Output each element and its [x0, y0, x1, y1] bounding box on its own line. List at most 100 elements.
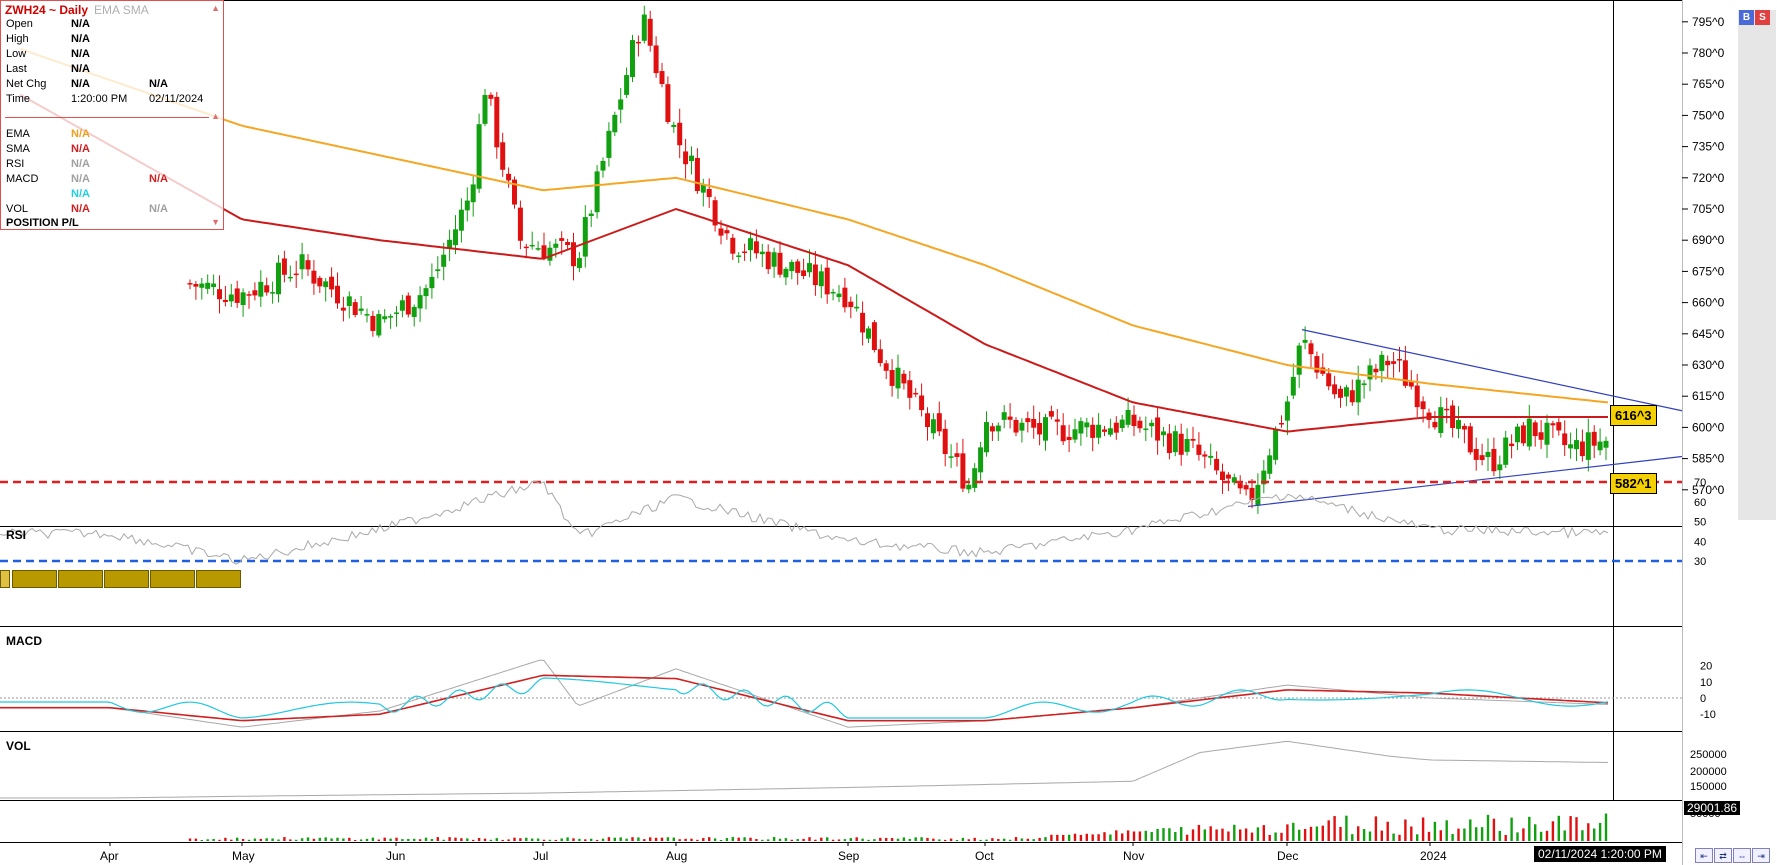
volume-bar	[920, 837, 923, 841]
volume-bar	[637, 837, 640, 841]
candle-body	[1338, 388, 1343, 398]
volume-bar	[772, 837, 776, 841]
candle-body	[1084, 422, 1090, 428]
volume-bar	[377, 839, 380, 841]
volume-bar	[312, 838, 316, 841]
volume-bar	[1522, 828, 1525, 841]
candle-body	[866, 328, 871, 339]
candle-body	[783, 268, 789, 278]
candle-body	[394, 312, 399, 314]
section-up-icon[interactable]: ▲	[211, 111, 220, 121]
candle-body	[252, 290, 258, 296]
collapse-up-icon[interactable]: ▲	[211, 3, 220, 13]
ema-value: N/A	[71, 128, 90, 140]
candle-body	[594, 171, 600, 213]
candle-body	[382, 316, 388, 320]
volume-bar	[737, 837, 740, 841]
buy-button[interactable]: B	[1739, 10, 1754, 25]
open-value: N/A	[71, 18, 90, 30]
candle-body	[966, 484, 972, 490]
volume-bar	[985, 839, 988, 841]
tool-button-4[interactable]	[150, 570, 195, 588]
volume-bar	[1451, 833, 1454, 841]
price-tick-label: 675^0	[1692, 264, 1725, 278]
compress-icon[interactable]: ⇔	[1733, 848, 1751, 863]
volume-bar	[666, 837, 670, 841]
candle-body	[683, 151, 689, 165]
volume-bar	[1510, 817, 1513, 841]
tool-button-1[interactable]	[12, 570, 57, 588]
volume-bar	[1038, 837, 1041, 841]
candle-body	[1391, 361, 1397, 364]
candle-body	[323, 281, 329, 288]
candle-body	[1379, 354, 1385, 371]
volume-bar	[401, 839, 404, 841]
volume-bar	[1374, 816, 1378, 841]
volume-bar	[230, 839, 233, 841]
candle-body	[441, 254, 447, 267]
candle-body	[1603, 440, 1609, 448]
volume-bar	[926, 837, 929, 841]
volume-bar	[790, 839, 793, 841]
volume-bar	[802, 838, 805, 841]
volume-bar	[873, 839, 876, 841]
candle-body	[317, 277, 323, 287]
time-label: Time	[6, 93, 31, 105]
candle-body	[1509, 443, 1515, 447]
candle-body	[329, 276, 335, 290]
tool-button-5[interactable]	[196, 570, 241, 588]
volume-bar	[1085, 833, 1088, 841]
x-tick-label: Apr	[100, 849, 119, 863]
volume-bar	[542, 839, 546, 841]
candle-body	[824, 267, 830, 295]
scroll-right-icon[interactable]: ⇥	[1752, 848, 1770, 863]
volume-bar	[902, 837, 906, 841]
candle-body	[523, 246, 529, 249]
candle-body	[1043, 417, 1048, 441]
toolbar-grip[interactable]	[0, 570, 10, 588]
volume-bar	[743, 837, 746, 841]
volume-bar	[1221, 828, 1224, 841]
candle-body	[423, 288, 429, 297]
last-value: N/A	[71, 63, 90, 75]
lower-trendline-price: 582^1	[1610, 473, 1657, 494]
volume-bar	[466, 838, 469, 841]
high-label: High	[6, 33, 29, 45]
volume-bar	[395, 837, 398, 841]
candle-body	[1149, 422, 1155, 427]
candle-body	[954, 453, 960, 457]
volume-bar	[755, 838, 758, 841]
volume-pane: 25000020000015000050000	[0, 731, 1727, 841]
candle-body	[907, 380, 913, 398]
tool-button-2[interactable]	[58, 570, 103, 588]
tool-button-3[interactable]	[104, 570, 149, 588]
reset-zoom-icon[interactable]: ⇄	[1714, 848, 1732, 863]
cursor-datetime: 02/11/2024 1:20:00 PM	[1534, 846, 1666, 862]
collapse-down-icon[interactable]: ▼	[211, 217, 220, 227]
volume-bar	[867, 839, 870, 841]
vol-avg-value: N/A	[149, 203, 168, 215]
volume-bar	[778, 838, 782, 841]
divider	[5, 117, 209, 118]
trendlines	[1247, 329, 1683, 508]
candle-body	[612, 114, 618, 133]
volume-bar	[1551, 821, 1555, 841]
volume-bar	[566, 837, 569, 841]
sell-button[interactable]: S	[1755, 10, 1770, 25]
rsi-line	[0, 480, 1609, 565]
candle-body	[1414, 385, 1420, 408]
volume-bar	[1516, 832, 1519, 841]
volume-bar	[997, 838, 1000, 841]
price-axis: 795^0 780^0 765^0 750^0 735^0 720^0 705^0 690^0…	[1682, 15, 1725, 497]
candle-body	[1231, 477, 1237, 483]
candle-body	[488, 94, 494, 99]
macd-tick-label: 20	[1700, 661, 1712, 673]
volume-bar	[1427, 831, 1431, 841]
candle-body	[630, 40, 635, 78]
scroll-left-icon[interactable]: ⇤	[1695, 848, 1713, 863]
candle-body	[1326, 373, 1332, 387]
volume-bar	[1327, 820, 1330, 841]
upper-trendline-price: 616^3	[1610, 405, 1657, 426]
volume-bar	[719, 839, 723, 841]
scrollbar[interactable]	[1738, 10, 1776, 520]
